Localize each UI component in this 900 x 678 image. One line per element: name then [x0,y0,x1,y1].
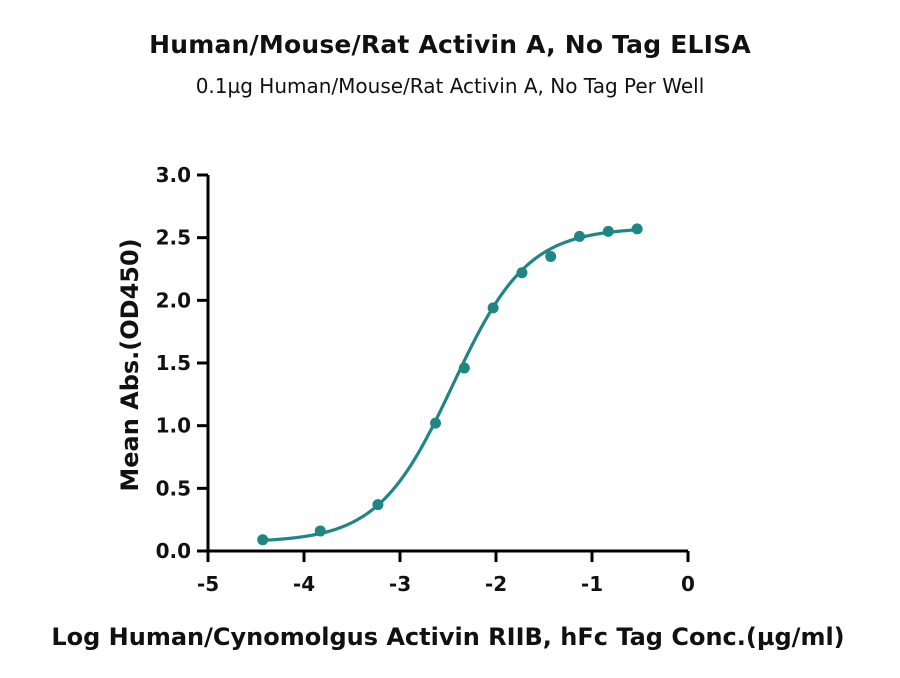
data-point [314,525,326,537]
x-tick-label: -3 [389,572,411,596]
y-tick-label: 1.0 [156,414,191,438]
data-point [574,230,586,242]
y-tick-label: 1.5 [156,351,191,375]
data-point [372,499,384,511]
x-axis-label: Log Human/Cynomolgus Activin RIIB, hFc T… [51,623,844,651]
data-point [631,223,643,235]
data-point [516,267,528,279]
y-tick-label: 0.5 [156,476,191,500]
axes: 0.0 0.5 1.0 1.5 2.0 2.5 3.0 -5 -4 -3 -2 -1 0 [156,163,695,596]
chart-subtitle: 0.1µg Human/Mouse/Rat Activin A, No Tag … [195,74,705,98]
x-tick-label: -1 [581,572,603,596]
data-point [430,417,442,429]
data-point [458,362,470,374]
data-point [487,302,499,314]
fit-curve-layer [262,228,638,542]
x-tick-label: -5 [197,572,219,596]
x-tick-label: -2 [485,572,507,596]
data-point [602,225,614,237]
x-tick-label: -4 [293,572,315,596]
chart-title: Human/Mouse/Rat Activin A, No Tag ELISA [149,30,751,59]
y-axis-label: Mean Abs.(OD450) [116,238,144,491]
data-point [545,250,557,262]
data-points [257,223,643,546]
x-tick-label: 0 [681,572,695,596]
y-tick-label: 2.0 [156,288,191,312]
y-tick-label: 2.5 [156,226,191,250]
fit-curve [262,228,638,542]
data-point [257,534,269,546]
y-tick-label: 0.0 [156,539,191,563]
y-tick-label: 3.0 [156,163,191,187]
